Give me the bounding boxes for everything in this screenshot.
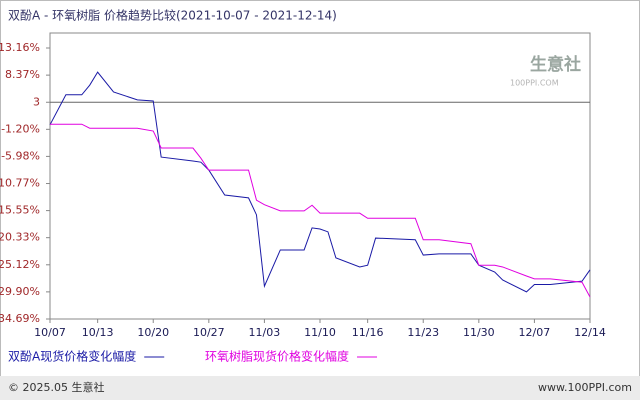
x-tick-label: 11/03 [249, 326, 281, 339]
y-tick-label: -34.69% [0, 312, 40, 325]
y-tick-label: -20.33% [0, 231, 40, 244]
x-tick-label: 10/20 [137, 326, 169, 339]
y-tick-label: -1.20% [1, 122, 40, 135]
x-tick-label: 10/07 [34, 326, 66, 339]
watermark: 100PPI.COM [510, 79, 559, 88]
footer-bar [0, 376, 640, 400]
x-tick-label: 11/16 [352, 326, 384, 339]
footer-right: www.100PPI.com [538, 381, 632, 394]
x-tick-label: 10/13 [82, 326, 114, 339]
y-tick-label: -10.77% [0, 177, 40, 190]
y-tick-label: -29.90% [0, 285, 40, 298]
y-tick-label: 8.37% [5, 68, 40, 81]
x-tick-label: 10/27 [193, 326, 225, 339]
series-line [49, 71, 591, 293]
y-tick-label: 13.16% [0, 41, 40, 54]
x-tick-label: 11/30 [463, 326, 495, 339]
legend-label: 双酚A现货价格变化幅度 [8, 349, 136, 364]
legend-label: 环氧树脂现货价格变化幅度 [205, 349, 349, 364]
x-tick-label: 11/10 [304, 326, 336, 339]
x-tick-label: 12/07 [519, 326, 551, 339]
watermark: 生意社 [530, 54, 581, 75]
chart-title: 双酚A - 环氧树脂 价格趋势比较(2021-10-07 - 2021-12-1… [8, 8, 337, 23]
x-tick-label: 11/23 [407, 326, 439, 339]
y-tick-label: -5.98% [1, 149, 40, 162]
x-tick-label: 12/14 [574, 326, 606, 339]
plot-area [49, 32, 591, 320]
y-tick-label: 3 [33, 95, 40, 108]
y-tick-label: -25.12% [0, 258, 40, 271]
footer-left: © 2025.05 生意社 [8, 380, 104, 394]
series-line [50, 123, 591, 298]
y-tick-label: -15.55% [0, 204, 40, 217]
